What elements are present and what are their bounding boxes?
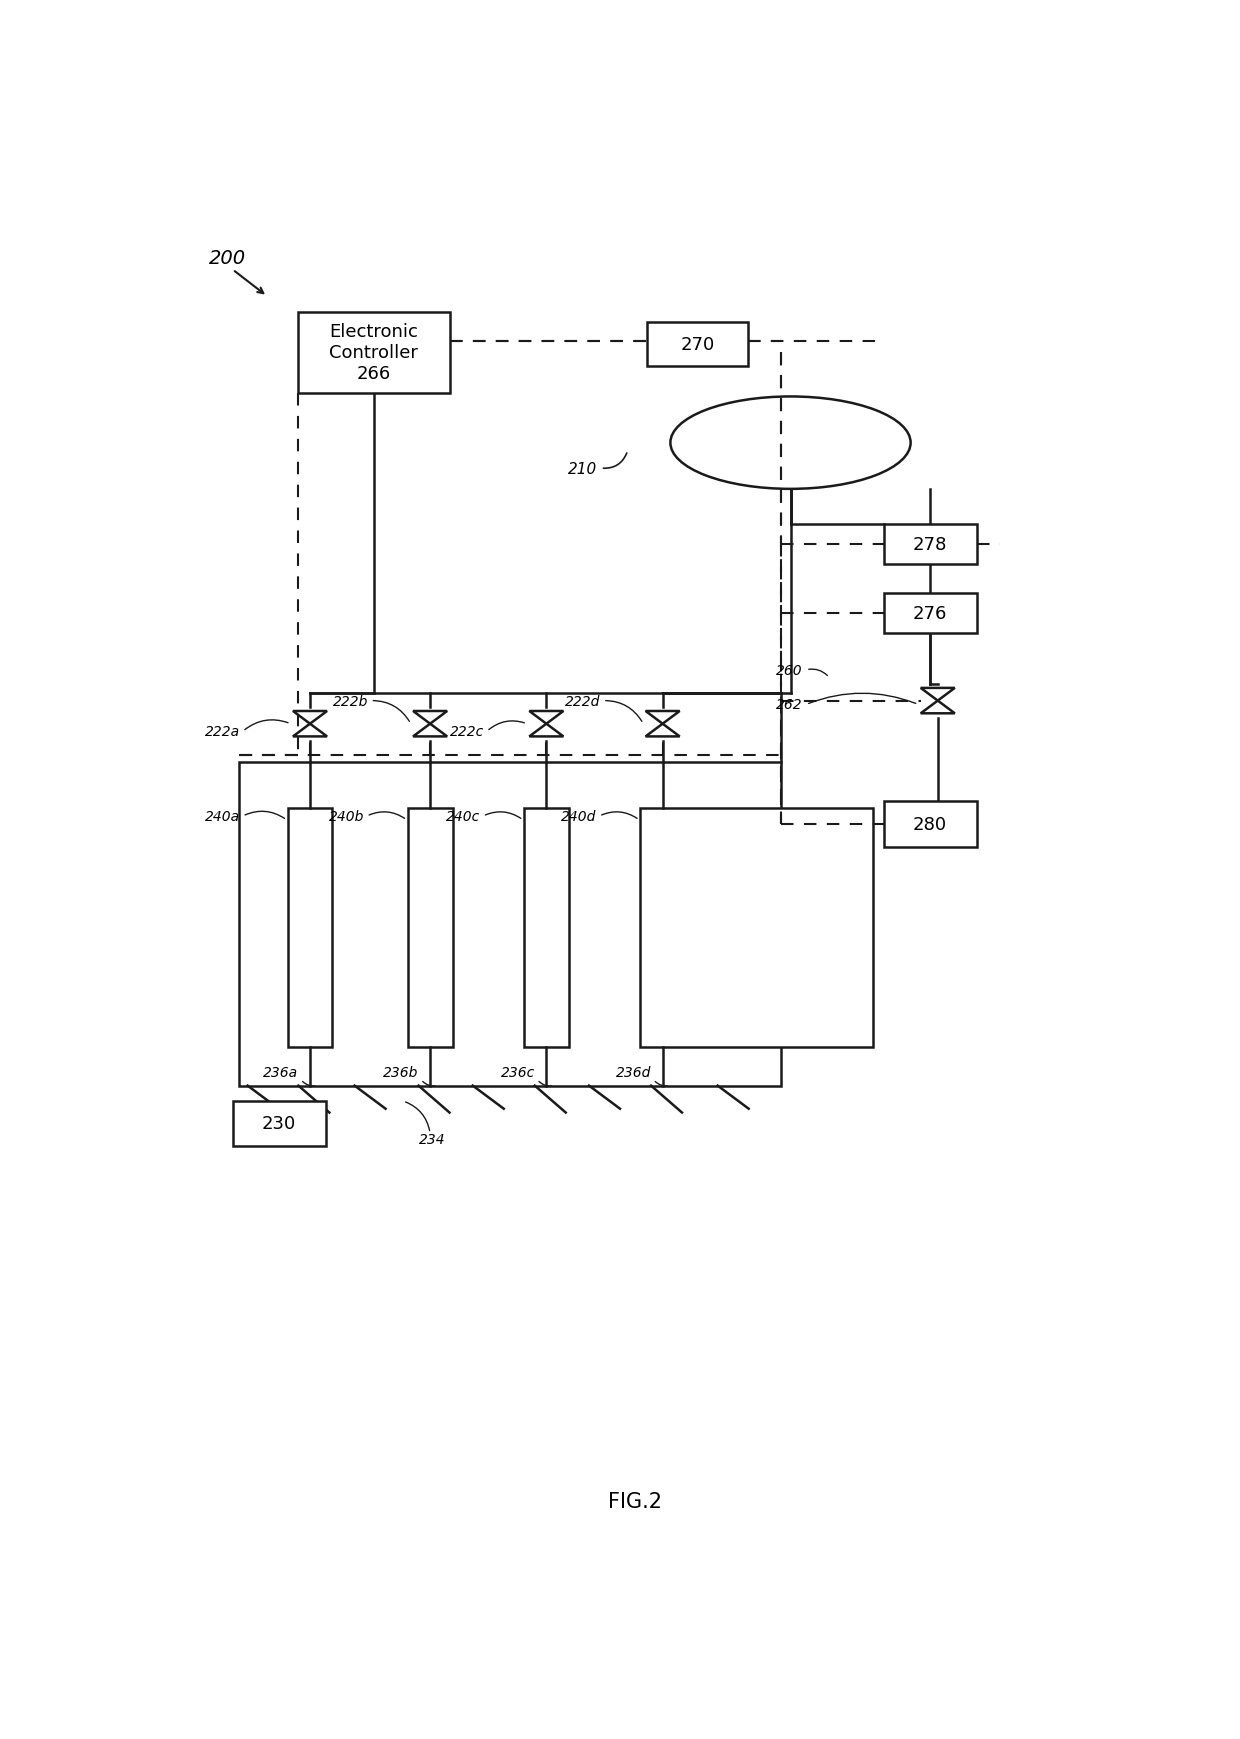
Text: 200: 200: [210, 249, 247, 268]
FancyArrowPatch shape: [489, 722, 525, 730]
FancyArrowPatch shape: [655, 1082, 667, 1087]
FancyArrowPatch shape: [601, 812, 637, 819]
Text: 230: 230: [262, 1115, 296, 1132]
Text: 280: 280: [913, 816, 947, 833]
FancyArrowPatch shape: [405, 1103, 429, 1130]
FancyArrowPatch shape: [808, 670, 827, 676]
Text: 240b: 240b: [329, 810, 365, 824]
Text: 222a: 222a: [205, 725, 241, 739]
Bar: [647, 322, 748, 367]
Text: Electronic
Controller
266: Electronic Controller 266: [330, 323, 418, 383]
Bar: [883, 523, 977, 563]
Text: 240d: 240d: [562, 810, 596, 824]
Bar: [233, 1101, 325, 1146]
Text: 278: 278: [913, 536, 947, 553]
Text: 222d: 222d: [565, 694, 600, 708]
Text: 234: 234: [419, 1132, 445, 1146]
Bar: [883, 593, 977, 633]
Text: 236b: 236b: [383, 1066, 419, 1080]
FancyArrowPatch shape: [423, 1082, 435, 1087]
FancyArrowPatch shape: [370, 812, 404, 819]
FancyArrowPatch shape: [246, 812, 284, 819]
Text: 270: 270: [681, 336, 714, 353]
Bar: [525, 809, 569, 1047]
Text: 276: 276: [913, 605, 947, 623]
Text: 240a: 240a: [205, 810, 241, 824]
FancyArrowPatch shape: [303, 1082, 315, 1087]
Bar: [238, 763, 781, 1085]
FancyArrowPatch shape: [485, 812, 521, 819]
FancyArrowPatch shape: [605, 701, 642, 722]
Text: 236a: 236a: [263, 1066, 299, 1080]
Text: 236c: 236c: [501, 1066, 534, 1080]
Bar: [408, 809, 453, 1047]
Text: 262: 262: [775, 697, 802, 711]
Text: 210: 210: [568, 461, 596, 476]
Text: 236d: 236d: [615, 1066, 651, 1080]
Text: 260: 260: [775, 663, 802, 678]
Bar: [640, 809, 873, 1047]
FancyArrowPatch shape: [373, 701, 409, 722]
FancyArrowPatch shape: [539, 1082, 552, 1087]
Bar: [299, 313, 449, 393]
Bar: [883, 802, 977, 847]
Text: 222b: 222b: [332, 694, 368, 708]
Text: FIG.2: FIG.2: [609, 1492, 662, 1511]
FancyArrowPatch shape: [244, 720, 288, 730]
Bar: [288, 809, 332, 1047]
Text: 222c: 222c: [450, 725, 485, 739]
FancyArrowPatch shape: [808, 694, 916, 704]
Text: 240c: 240c: [446, 810, 481, 824]
FancyArrowPatch shape: [604, 454, 626, 470]
